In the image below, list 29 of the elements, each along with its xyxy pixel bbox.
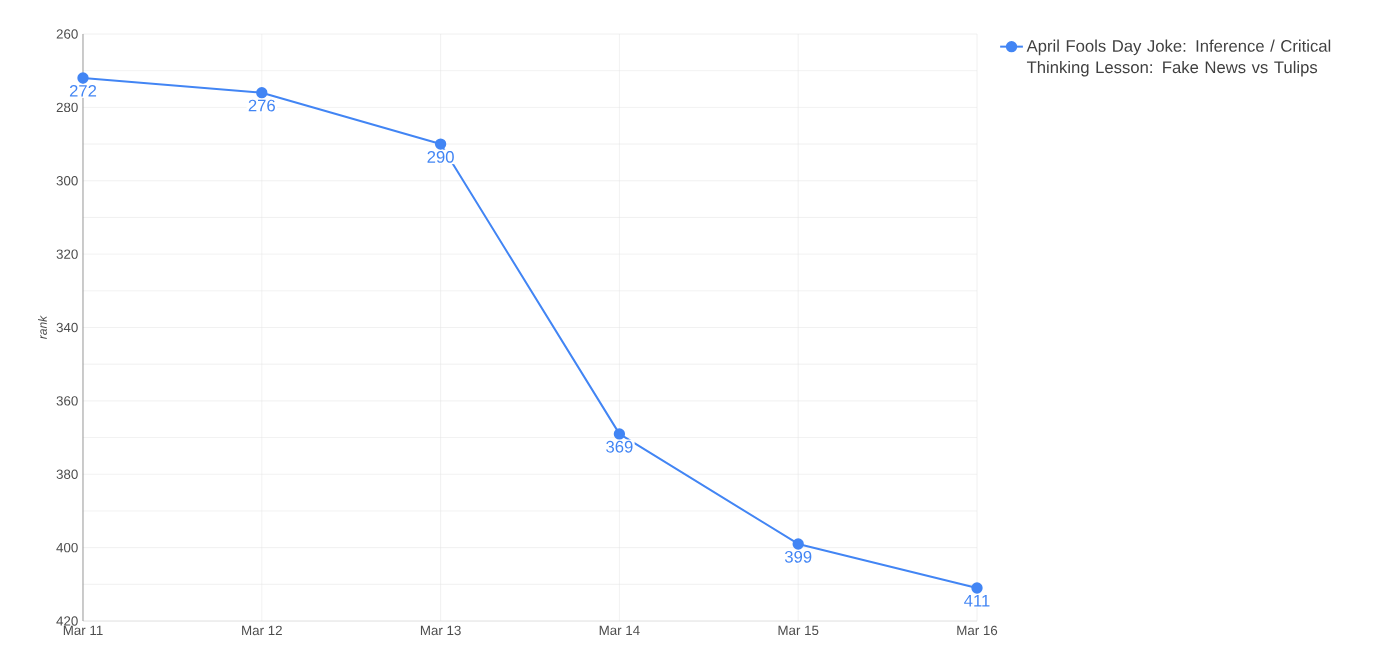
y-tick-label: 360 [56, 396, 78, 406]
x-tick-label: Mar 12 [242, 625, 282, 636]
y-tick-label: 280 [56, 102, 78, 113]
x-tick-label: Mar 15 [778, 625, 819, 636]
data-label: 411 [964, 594, 990, 607]
x-tick-label: Mar 14 [599, 625, 640, 636]
legend-label: April Fools Day Joke: Inference / Critical Thinking Lesson: Fake News vs Tulips [1026, 39, 1331, 77]
point [792, 538, 804, 550]
y-tick-label: 320 [56, 249, 78, 259]
data-label: 369 [606, 440, 633, 453]
y-tick-label: 380 [56, 469, 78, 479]
y-tick-label: 420 [56, 616, 78, 626]
point [256, 87, 268, 99]
x-tick-label: Mar 13 [420, 625, 461, 636]
data-label: 276 [248, 99, 275, 112]
x-tick-label: Mar 11 [63, 625, 103, 636]
point [613, 428, 626, 440]
data-label: 290 [427, 151, 454, 163]
data-label: 272 [69, 84, 97, 97]
point [434, 138, 447, 150]
point [77, 72, 89, 84]
y-tick-label: 340 [56, 322, 78, 333]
x-tick-label: Mar 16 [957, 625, 998, 636]
y-tick-label: 400 [56, 542, 78, 553]
point [971, 582, 983, 594]
y-tick-label: 300 [56, 176, 78, 186]
y-axis-title: rank [38, 315, 47, 339]
data-label: 399 [784, 550, 812, 563]
y-tick-label: 260 [56, 29, 78, 39]
